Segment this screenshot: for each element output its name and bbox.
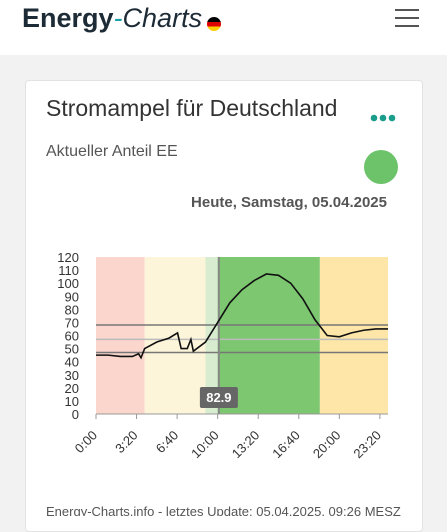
y-tick-label: 50 (65, 342, 79, 357)
footer: Energy-Charts.info - letztes Update: 05.… (46, 504, 401, 516)
y-tick-label: 80 (65, 302, 79, 317)
y-tick-label: 110 (58, 263, 79, 278)
logo-sub: Charts (123, 3, 203, 33)
y-tick-label: 30 (65, 368, 79, 383)
zone-band (205, 257, 218, 414)
flag (207, 17, 221, 31)
x-tick-label: 20:00 (310, 428, 344, 462)
y-tick-label: 20 (65, 381, 79, 396)
date: Heute, Samstag, 05.04.2025 (191, 194, 387, 211)
logo-dash: - (114, 3, 123, 33)
x-tick-label: 16:40 (269, 428, 303, 462)
y-tick-label: 60 (65, 329, 79, 344)
y-tick-label: 100 (57, 276, 79, 291)
header: Energy-Charts (0, 0, 447, 55)
x-tick-label: 6:40 (153, 428, 182, 457)
series-line (96, 273, 388, 360)
y-tick-label: 0 (72, 407, 79, 422)
zone-band (144, 257, 206, 414)
x-tick-label: 0:00 (72, 428, 101, 457)
y-tick-label: 120 (57, 250, 79, 265)
x-tick-label: 13:20 (229, 428, 263, 462)
y-tick-label: 70 (65, 315, 79, 330)
zone-band (96, 257, 145, 414)
chart: Stromampel für Deutschland Aktueller Ant… (46, 95, 401, 516)
x-tick-label: 3:20 (112, 428, 141, 457)
more-dots[interactable] (370, 114, 396, 122)
logo-main: Energy (22, 3, 114, 33)
y-tick-label: 40 (65, 355, 79, 370)
card-title: Stromampel für Deutschland (46, 95, 337, 121)
card-subtitle: Aktueller Anteil EE (46, 143, 178, 160)
status-light (364, 150, 398, 184)
y-tick-label: 10 (65, 394, 79, 409)
y-tick-label: 90 (65, 289, 79, 304)
logo[interactable]: Energy-Charts (22, 3, 202, 33)
now-label-box (199, 387, 238, 408)
x-tick-label: 10:00 (188, 428, 222, 462)
menu-button[interactable] (395, 9, 419, 27)
header-svg: Energy-Charts (22, 3, 419, 33)
now-label: 82.9 (206, 390, 231, 405)
x-tick-label: 23:20 (350, 428, 384, 462)
